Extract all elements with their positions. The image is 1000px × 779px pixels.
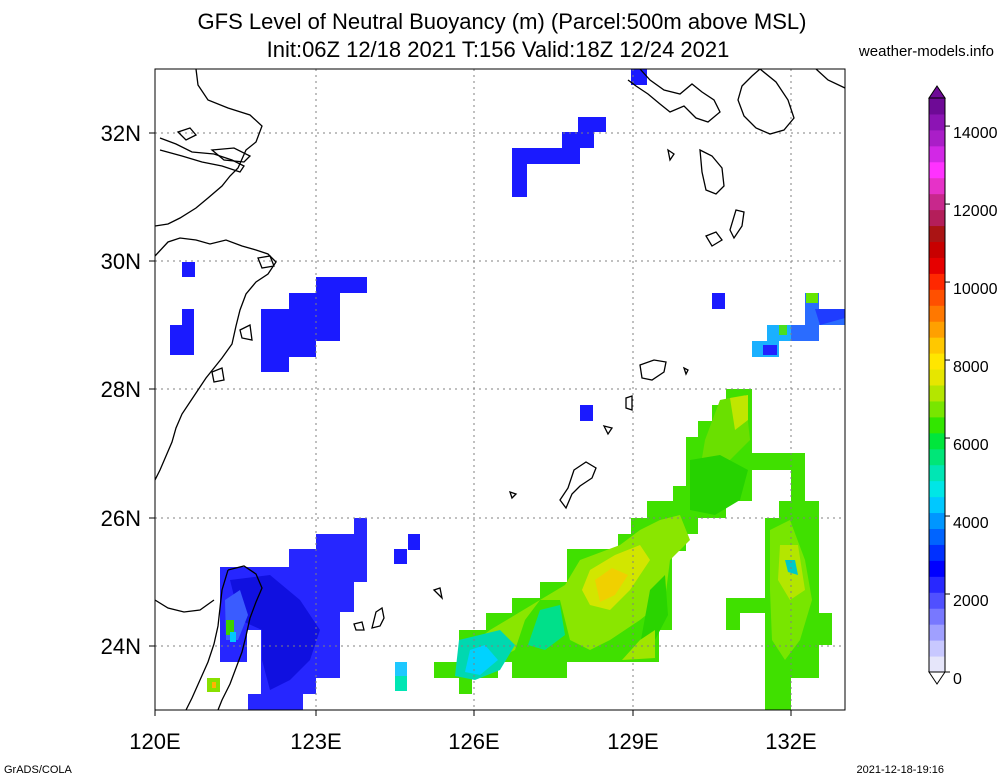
x-axis-labels: 120E 123E 126E 129E 132E bbox=[129, 729, 816, 754]
colorbar-segment bbox=[929, 448, 945, 466]
map-title: GFS Level of Neutral Buoyancy (m) (Parce… bbox=[197, 9, 807, 34]
colorbar-segment bbox=[929, 656, 945, 673]
colorbar-segment bbox=[929, 321, 945, 338]
x-tick-label: 123E bbox=[290, 729, 341, 754]
colorbar-segment bbox=[929, 385, 945, 402]
colorbar-segment bbox=[929, 512, 945, 529]
colorbar-segment bbox=[929, 480, 945, 498]
colorbar-label: 4000 bbox=[953, 515, 989, 532]
x-tick-label: 120E bbox=[129, 729, 180, 754]
colorbar-segment bbox=[929, 432, 945, 450]
colorbar-label: 0 bbox=[953, 671, 962, 688]
colorbar-label: 12000 bbox=[953, 203, 998, 220]
colorbar-segment bbox=[929, 177, 945, 195]
colorbar-segment bbox=[929, 400, 945, 418]
map-subtitle: Init:06Z 12/18 2021 T:156 Valid:18Z 12/2… bbox=[266, 37, 730, 62]
colorbar-segment bbox=[929, 416, 945, 434]
credit-text: weather-models.info bbox=[858, 43, 994, 60]
colorbar-segment bbox=[929, 193, 945, 211]
colorbar-segment bbox=[929, 337, 945, 354]
coastlines bbox=[155, 69, 845, 710]
y-tick-label: 24N bbox=[101, 634, 141, 659]
colorbar-segment bbox=[929, 273, 945, 290]
colorbar-segment bbox=[929, 161, 945, 179]
colorbar-segment bbox=[929, 257, 945, 274]
colorbar-segment bbox=[929, 209, 945, 227]
colorbar-segment bbox=[929, 640, 945, 657]
colorbar-segment bbox=[929, 464, 945, 482]
colorbar-frame bbox=[928, 97, 946, 673]
colorbar-label: 14000 bbox=[953, 125, 998, 142]
x-tick-label: 129E bbox=[607, 729, 658, 754]
x-tick-label: 132E bbox=[765, 729, 816, 754]
colorbar-segment bbox=[929, 353, 945, 370]
colorbar-segment bbox=[929, 576, 945, 593]
colorbar-segment bbox=[929, 289, 945, 306]
y-tick-label: 26N bbox=[101, 506, 141, 531]
y-axis-labels: 24N 26N 28N 30N 32N bbox=[101, 121, 141, 659]
colorbar-segment bbox=[929, 592, 945, 609]
colorbar-labels: 0 2000 4000 6000 8000 10000 12000 14000 bbox=[953, 125, 998, 688]
colorbar-label: 6000 bbox=[953, 437, 989, 454]
y-tick-label: 28N bbox=[101, 377, 141, 402]
colorbar bbox=[928, 85, 950, 685]
colorbar-segment bbox=[929, 241, 945, 258]
colorbar-max-arrow bbox=[928, 85, 946, 99]
colorbar-segment bbox=[929, 544, 945, 561]
colorbar-segment bbox=[929, 225, 945, 242]
colorbar-label: 10000 bbox=[953, 281, 998, 298]
map-gridlines bbox=[155, 69, 845, 710]
colorbar-label: 2000 bbox=[953, 593, 989, 610]
colorbar-segment bbox=[929, 113, 945, 131]
colorbar-segment bbox=[929, 624, 945, 641]
colorbar-segment bbox=[929, 369, 945, 386]
axis-ticks bbox=[149, 132, 792, 716]
colorbar-segment bbox=[929, 129, 945, 147]
y-tick-label: 32N bbox=[101, 121, 141, 146]
colorbar-segment bbox=[929, 608, 945, 625]
colorbar-segment bbox=[929, 98, 945, 115]
colorbar-segment bbox=[929, 528, 945, 545]
x-tick-label: 126E bbox=[448, 729, 499, 754]
colorbar-segment bbox=[929, 305, 945, 322]
colorbar-segment bbox=[929, 560, 945, 577]
footer-timestamp: 2021-12-18-19:16 bbox=[856, 764, 944, 776]
footer-software-label: GrADS/COLA bbox=[4, 764, 72, 776]
y-tick-label: 30N bbox=[101, 249, 141, 274]
colorbar-segment bbox=[929, 496, 945, 514]
colorbar-min-arrow bbox=[928, 671, 946, 685]
colorbar-segment bbox=[929, 145, 945, 163]
colorbar-label: 8000 bbox=[953, 359, 989, 376]
